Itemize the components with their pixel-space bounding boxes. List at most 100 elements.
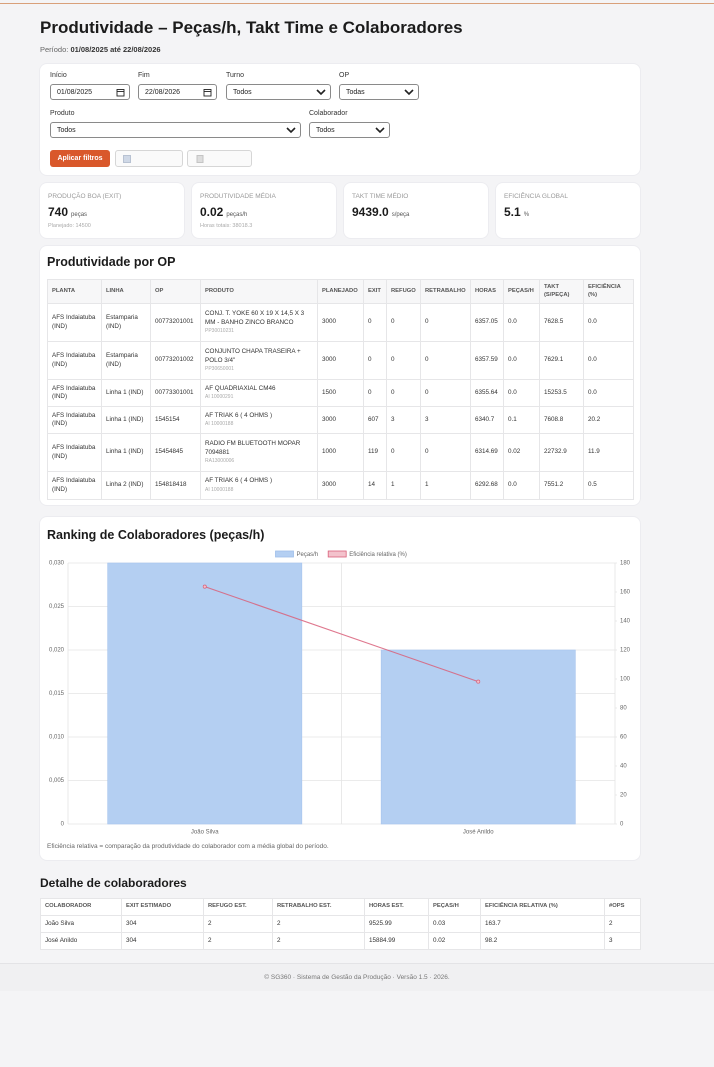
cell: 9525.99: [364, 915, 429, 933]
export-button[interactable]: [187, 150, 252, 167]
date-input[interactable]: 01/08/2025: [50, 84, 130, 100]
cell: AF QUADRIAXIAL CM46 AI 10000291: [200, 379, 318, 407]
cell: Estamparia (IND): [101, 341, 151, 380]
column-header: EFICIÊNCIA RELATIVA (%): [480, 898, 605, 916]
cell: AF TRIAK 6 ( 4 OHMS ) AI 10000188: [200, 471, 318, 500]
kpi-unit: peças/h: [226, 212, 248, 218]
date-input[interactable]: 22/08/2026: [138, 84, 217, 100]
cell: AFS Indaiatuba (IND): [47, 433, 102, 472]
cell: 0.02: [503, 433, 540, 472]
column-header: LINHA: [101, 279, 151, 304]
icon: [404, 89, 414, 96]
column-header: #OPS: [604, 898, 641, 916]
y-tick-label: 0,010: [49, 735, 65, 741]
cell: 607: [363, 406, 387, 434]
cell: 20.2: [583, 406, 634, 434]
product-code: PP30650001: [205, 366, 234, 372]
product-name: AF TRIAK 6 ( 4 OHMS ): [205, 411, 273, 419]
y-tick-label: 0,005: [49, 778, 65, 784]
cell: 2: [272, 932, 365, 950]
column-header: TAKT (S/PEÇA): [539, 279, 584, 304]
cell: 6292.68: [470, 471, 504, 500]
cell: 2: [604, 915, 641, 933]
footer: © SG360 · Sistema de Gestão da Produção …: [0, 963, 714, 991]
filter-label: Turno: [226, 72, 245, 79]
filter-value: Todos: [233, 89, 252, 96]
line: [204, 586, 479, 683]
icon: [375, 127, 385, 134]
cell: 0.0: [503, 303, 540, 342]
cell: 98.2: [480, 932, 605, 950]
period: Período: 01/08/2025 até 22/08/2026: [40, 45, 161, 54]
cell: 0.0: [583, 341, 634, 380]
detail-title: Detalhe de colaboradores: [40, 876, 187, 890]
table-row: AFS Indaiatuba (IND) Linha 1 (IND) 1545154…: [47, 406, 634, 434]
column-header: PRODUTO: [200, 279, 318, 304]
column-header: PEÇAS/H: [503, 279, 540, 304]
cell: 6357.59: [470, 341, 504, 380]
kpi-label: Takt time médio: [352, 193, 409, 200]
cell: Estamparia (IND): [101, 303, 151, 342]
point: [476, 679, 481, 684]
export-button[interactable]: [115, 150, 183, 167]
cell: 0: [363, 341, 387, 380]
y2-tick-label: 120: [620, 648, 631, 654]
table-row: AFS Indaiatuba (IND) Linha 2 (IND) 1548184…: [47, 471, 634, 500]
point: [202, 584, 207, 589]
cell: 3: [386, 406, 421, 434]
header-row: PLANTA LINHA OP PRODUTO PLANEJADO EXIT REFUGO R…: [47, 279, 634, 304]
product-name: AF QUADRIAXIAL CM46: [205, 384, 276, 392]
product-name: RADIO FM BLUETOOTH MOPAR 7094881: [205, 440, 301, 456]
kpi-card: Produtividade média 0.02 peças/h Horas tota…: [192, 183, 336, 238]
cell: 3: [604, 932, 641, 950]
x-tick-label: José Anildo: [463, 830, 494, 836]
cell: José Anildo: [40, 932, 122, 950]
select[interactable]: Todos: [309, 122, 390, 138]
select[interactable]: Todos: [50, 122, 301, 138]
cell: AFS Indaiatuba (IND): [47, 303, 102, 342]
table-row: AFS Indaiatuba (IND) Estamparia (IND) 0077…: [47, 303, 634, 342]
table-row: João Silva 304 2 2 9525.99 0.03 163.7 2: [40, 915, 641, 933]
select[interactable]: Todos: [226, 84, 331, 100]
select[interactable]: Todas: [339, 84, 419, 100]
cell: Linha 1 (IND): [101, 433, 151, 472]
column-header: RETRABALHO: [420, 279, 471, 304]
cell: AF TRIAK 6 ( 4 OHMS ) AI 10000188: [200, 406, 318, 434]
column-header: REFUGO: [386, 279, 421, 304]
cell: 7629.1: [539, 341, 584, 380]
detail-table-wrap: COLABORADOR EXIT ESTIMADO REFUGO EST. RETRA…: [40, 898, 641, 950]
y2-tick-label: 180: [620, 561, 631, 567]
cell: 0.03: [428, 915, 481, 933]
icon: [196, 155, 204, 163]
cell: 3000: [317, 406, 364, 434]
y2-tick-label: 40: [620, 764, 627, 770]
cell: 2: [203, 915, 273, 933]
kpi-number: 9439.0: [352, 205, 389, 219]
product-code: RA13000006: [205, 458, 235, 464]
column-header: EXIT: [363, 279, 387, 304]
chart: 0 0,005 0,010 0,015 0,020 0,025 0,030 0 20 40 60 80…: [49, 550, 631, 836]
apply-button[interactable]: Aplicar filtros: [50, 150, 110, 167]
cell: 0: [386, 341, 421, 380]
cell: 3: [420, 406, 471, 434]
y2-tick-label: 60: [620, 735, 627, 741]
cell: 304: [121, 932, 204, 950]
cell: 0: [420, 303, 471, 342]
legend-swatch: [327, 550, 347, 558]
filter-value: 22/08/2026: [145, 89, 181, 96]
cell: 00773201001: [150, 303, 201, 342]
column-header: PEÇAS/H: [428, 898, 481, 916]
legend-label: Eficiência relativa (%): [349, 552, 407, 558]
cell: RADIO FM BLUETOOTH MOPAR 7094881 RA130000…: [200, 433, 318, 472]
filter-label: Colaborador: [309, 110, 348, 117]
filter-label: Produto: [50, 110, 75, 117]
kpi-label: Eficiência global: [504, 193, 568, 200]
filter-value: 01/08/2025: [57, 89, 93, 96]
cell: 0.5: [583, 471, 634, 500]
page-title: Produtividade – Peças/h, Takt Time e Col…: [40, 18, 463, 37]
cell: 3000: [317, 303, 364, 342]
table-row: AFS Indaiatuba (IND) Linha 1 (IND) 1545484…: [47, 433, 634, 472]
chart-note: Eficiência relativa = comparação da prod…: [47, 843, 329, 850]
cell: 15454845: [150, 433, 201, 472]
cell: 0.02: [428, 932, 481, 950]
